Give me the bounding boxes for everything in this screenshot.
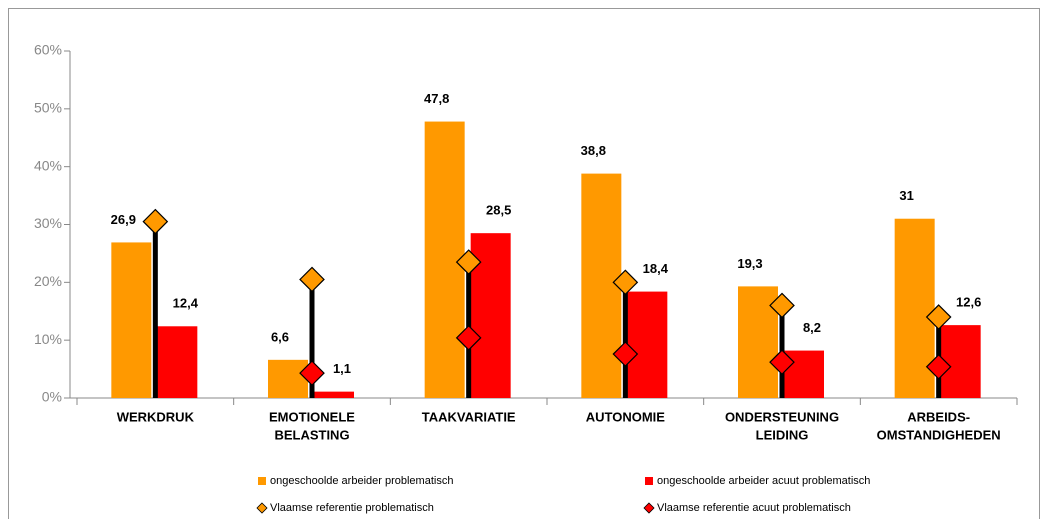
value-label: 12,6: [956, 295, 981, 310]
x-tick-label: ONDERSTEUNING: [725, 409, 839, 424]
bar: [581, 173, 622, 398]
legend-label: Vlaamse referentie acuut problematisch: [657, 502, 851, 514]
bar: [268, 359, 308, 398]
value-label: 26,9: [111, 212, 136, 227]
marker: [455, 249, 482, 275]
value-label: 8,2: [803, 320, 821, 335]
legend-label: ongeschoolde arbeider acuut problematisc…: [657, 475, 870, 487]
y-tick-label: 30%: [34, 215, 62, 231]
value-label: 28,5: [486, 203, 511, 218]
x-tick-label: AUTONOMIE: [586, 409, 666, 424]
x-tick-label: TAAKVARIATIE: [422, 409, 516, 424]
value-label: 19,3: [737, 256, 762, 271]
marker: [142, 208, 169, 235]
legend-swatch: [256, 502, 268, 514]
bar: [111, 242, 152, 398]
marker: [299, 360, 325, 386]
marker: [455, 325, 482, 351]
value-label: 1,1: [333, 361, 351, 376]
value-label: 6,6: [271, 329, 289, 344]
marker: [769, 292, 795, 319]
y-tick-label: 10%: [34, 331, 62, 347]
value-label: 38,8: [581, 143, 606, 158]
bar: [627, 291, 668, 398]
value-label: 31: [899, 188, 913, 203]
marker: [612, 341, 639, 367]
chart-border: [8, 8, 1040, 519]
value-label: 47,8: [424, 91, 449, 106]
x-tick-label: WERKDRUK: [117, 409, 195, 424]
marker: [612, 269, 639, 296]
legend-label: ongeschoolde arbeider problematisch: [270, 475, 453, 487]
value-label: 12,4: [173, 296, 199, 311]
bar: [157, 326, 198, 398]
marker: [769, 349, 795, 375]
marker: [299, 266, 325, 293]
marker: [925, 304, 952, 330]
y-tick-label: 60%: [34, 42, 62, 58]
y-tick-label: 40%: [34, 157, 62, 173]
legend-label: Vlaamse referentie problematisch: [270, 502, 434, 514]
value-label: 18,4: [643, 261, 669, 276]
bar: [894, 218, 935, 398]
bar: [314, 391, 354, 398]
x-tick-label: LEIDING: [756, 427, 809, 442]
y-tick-label: 50%: [34, 100, 62, 116]
y-tick-label: 0%: [42, 389, 62, 405]
y-tick-label: 20%: [34, 273, 62, 289]
x-tick-label: OMSTANDIGHEDEN: [877, 427, 1001, 442]
x-tick-label: BELASTING: [274, 427, 349, 442]
legend-swatch: [645, 477, 653, 485]
bar: [940, 325, 981, 398]
x-tick-label: ARBEIDS-: [907, 409, 970, 424]
bar: [424, 121, 465, 398]
x-tick-label: EMOTIONELE: [269, 409, 355, 424]
legend-swatch: [643, 502, 655, 514]
marker: [925, 353, 952, 380]
legend-swatch: [258, 477, 266, 485]
